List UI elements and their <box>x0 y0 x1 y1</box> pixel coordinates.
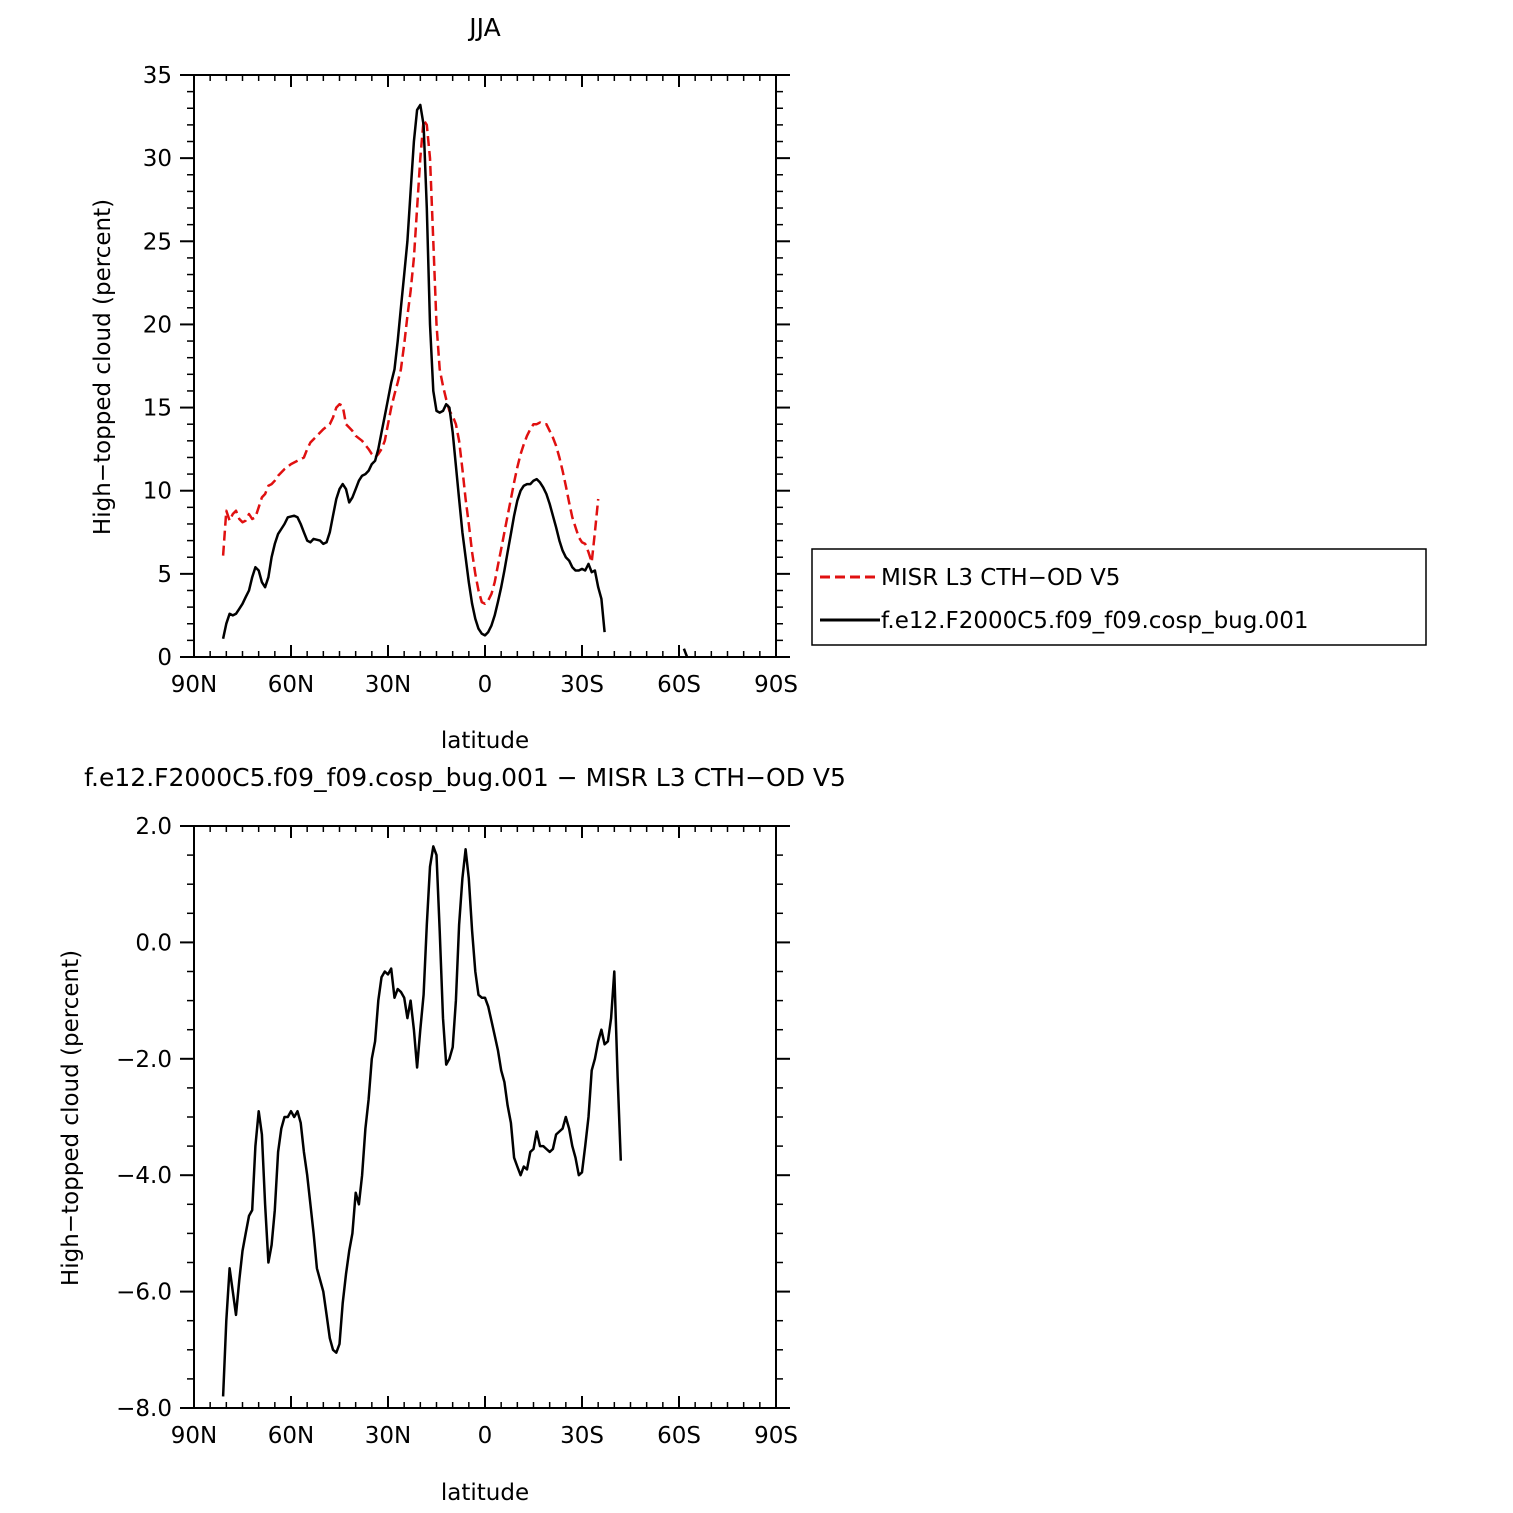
top-plot-frame <box>193 74 777 658</box>
top-axis-ticks <box>180 74 790 658</box>
legend-model-label: f.e12.F2000C5.f09_f09.cosp_bug.001 <box>881 608 1309 634</box>
bottom-x-tick-label: 60N <box>268 1423 314 1449</box>
top-tick-labels: 90N 60N 30N 0 30S 60S 90S 0 5 10 15 20 25 30 35 <box>143 63 798 698</box>
bottom-y-tick-label: −4.0 <box>116 1163 172 1189</box>
top-y-tick-label: 15 <box>143 396 172 422</box>
top-x-tick-label: 90S <box>754 672 798 698</box>
legend: MISR L3 CTH−OD V5 f.e12.F2000C5.f09_f09.… <box>811 548 1427 646</box>
top-y-tick-label: 5 <box>157 562 172 588</box>
legend-obs-label: MISR L3 CTH−OD V5 <box>881 565 1120 591</box>
bottom-x-tick-label: 60S <box>657 1423 701 1449</box>
top-y-tick-label: 25 <box>143 229 172 255</box>
bottom-plot-frame <box>193 825 777 1409</box>
bottom-series-line-0 <box>221 845 623 1397</box>
bottom-chart-panel: f.e12.F2000C5.f09_f09.cosp_bug.001 − MIS… <box>58 763 846 1506</box>
bottom-x-tick-label: 30N <box>365 1423 411 1449</box>
bottom-tick-labels: 90N 60N 30N 0 30S 60S 90S 2.0 0.0 −2.0 −4.0 −6.0 −8.… <box>116 814 798 1449</box>
bottom-y-tick-label: −2.0 <box>116 1047 172 1073</box>
top-y-tick-label: 0 <box>157 645 172 671</box>
top-chart-title: JJA <box>467 13 500 42</box>
top-y-tick-label: 35 <box>143 63 172 89</box>
bottom-series-lines <box>221 845 623 1397</box>
bottom-axis-ticks <box>180 825 790 1409</box>
top-x-tick-label: 60N <box>268 672 314 698</box>
bottom-x-tick-label: 0 <box>478 1423 493 1449</box>
top-y-tick-label: 10 <box>143 479 172 505</box>
top-x-tick-label: 60S <box>657 672 701 698</box>
top-x-tick-label: 30N <box>365 672 411 698</box>
top-x-tick-label: 90N <box>171 672 217 698</box>
top-y-axis-label: High−topped cloud (percent) <box>90 199 116 535</box>
bottom-y-tick-label: −6.0 <box>116 1280 172 1306</box>
top-x-tick-label: 30S <box>560 672 604 698</box>
bottom-chart-title: f.e12.F2000C5.f09_f09.cosp_bug.001 − MIS… <box>84 763 846 792</box>
bottom-y-tick-label: 0.0 <box>135 930 172 956</box>
top-stray-segment <box>682 648 689 658</box>
bottom-x-tick-label: 90N <box>171 1423 217 1449</box>
top-y-tick-label: 20 <box>143 312 172 338</box>
bottom-x-tick-label: 30S <box>560 1423 604 1449</box>
top-chart-panel: JJA High−topped cloud (percent) latitude… <box>90 13 798 754</box>
top-x-axis-label: latitude <box>441 728 529 754</box>
bottom-y-tick-label: −8.0 <box>116 1396 172 1422</box>
bottom-y-axis-label: High−topped cloud (percent) <box>58 950 84 1286</box>
top-series-line-0 <box>221 118 600 606</box>
top-series-line-1 <box>221 103 606 639</box>
top-y-tick-label: 30 <box>143 146 172 172</box>
bottom-y-tick-label: 2.0 <box>135 814 172 840</box>
legend-box <box>811 548 1427 646</box>
top-x-tick-label: 0 <box>478 672 493 698</box>
bottom-x-axis-label: latitude <box>441 1480 529 1506</box>
top-series-lines <box>221 103 689 658</box>
bottom-x-tick-label: 90S <box>754 1423 798 1449</box>
